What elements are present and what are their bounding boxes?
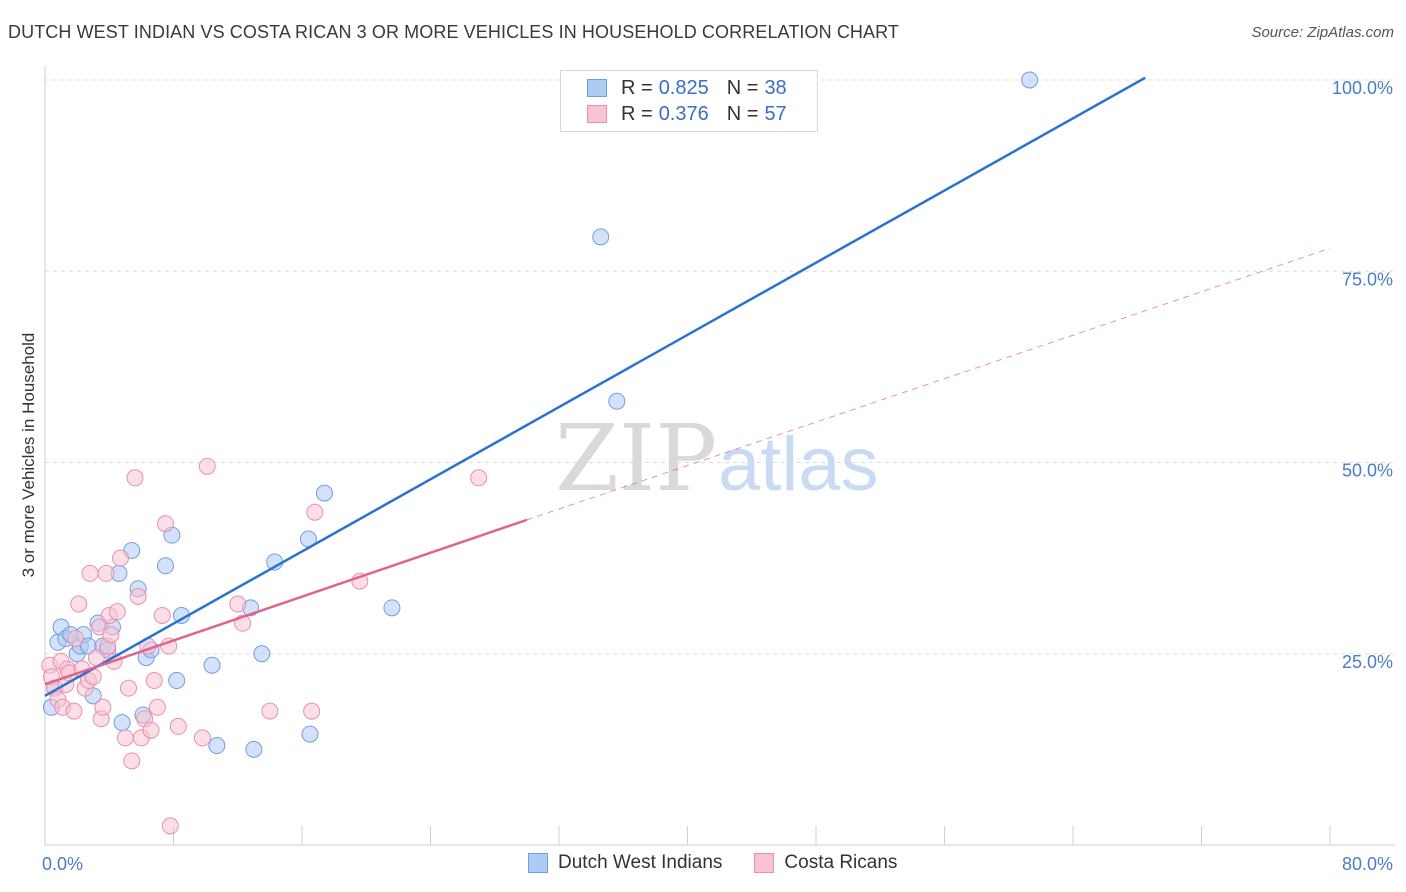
legend-swatch-pink <box>587 105 607 123</box>
legend-n-value: 57 <box>764 102 787 125</box>
y-tick-label: 25.0% <box>1342 652 1393 672</box>
costa-rican-point <box>111 549 129 567</box>
dutch-west-indian-point <box>208 737 226 755</box>
dutch-west-indian-point <box>245 740 263 758</box>
costa-rican-point <box>153 607 171 624</box>
legend-n-value: 38 <box>764 76 787 99</box>
legend-n-label: N = <box>726 102 759 125</box>
source-label: Source: ZipAtlas.com <box>1251 24 1394 41</box>
y-tick-label: 50.0% <box>1342 461 1393 481</box>
legend-r-label: R = <box>621 102 653 125</box>
costa-rican-point <box>65 702 83 720</box>
gridlines <box>45 79 1395 655</box>
costa-rican-point <box>116 729 134 747</box>
legend-r-label: R = <box>621 76 653 99</box>
y-tick-label: 100.0% <box>1332 78 1393 98</box>
dutch-west-indian-point <box>113 714 131 732</box>
dutch-west-indian-point <box>383 599 401 617</box>
series-legend-item-costa-ricans: Costa Ricans <box>754 852 897 874</box>
dutch-west-indian-point <box>253 645 271 663</box>
data-points <box>41 71 1039 835</box>
stats-legend: R = 0.825 N = 38 R = 0.376 N = 57 <box>560 70 818 132</box>
series-swatch-pink <box>754 853 775 873</box>
axes <box>44 66 1395 846</box>
costa-rican-point <box>120 679 138 697</box>
costa-rican-point <box>94 698 112 716</box>
dutch-west-indian-trend-line <box>44 76 1146 697</box>
watermark: ZIP atlas <box>555 405 879 512</box>
costa-rican-point <box>156 515 174 533</box>
legend-n-label: N = <box>726 76 759 99</box>
legend-row-dutch-west-indians: R = 0.825 N = 38 <box>587 76 787 100</box>
costa-rican-point <box>169 717 187 735</box>
series-legend-label: Costa Ricans <box>784 852 898 873</box>
costa-rican-point <box>145 672 163 690</box>
dutch-west-indian-point <box>592 228 610 246</box>
chart-title: DUTCH WEST INDIAN VS COSTA RICAN 3 OR MO… <box>8 22 899 42</box>
costa-rican-point <box>229 595 247 613</box>
dutch-west-indian-point <box>1021 71 1039 89</box>
dutch-west-indian-point <box>608 392 626 410</box>
costa-rican-point <box>198 457 216 475</box>
costa-rican-point <box>470 469 488 487</box>
dutch-west-indian-point <box>315 484 333 502</box>
costa-rican-point <box>148 698 166 716</box>
costa-rican-point <box>129 587 147 605</box>
costa-rican-point <box>70 595 88 613</box>
costa-rican-point <box>123 752 141 770</box>
costa-rican-point <box>126 469 144 487</box>
watermark-atlas: atlas <box>718 422 879 507</box>
costa-rican-point <box>81 564 99 582</box>
watermark-zip: ZIP <box>555 405 717 512</box>
costa-rican-trend-line <box>44 518 528 686</box>
trend-lines <box>44 76 1331 697</box>
x-tick-label: 80.0% <box>1342 854 1393 874</box>
costa-rican-point <box>193 729 211 747</box>
tick-labels: 25.0% 50.0% 75.0% 100.0% 0.0% 80.0% <box>42 78 1393 874</box>
costa-rican-trend-extension <box>526 247 1331 521</box>
costa-rican-point <box>142 721 160 739</box>
dutch-west-indian-point <box>203 656 221 674</box>
costa-rican-point <box>306 503 324 521</box>
series-swatch-blue <box>528 853 548 873</box>
costa-rican-point <box>108 603 126 621</box>
costa-rican-point <box>261 702 279 720</box>
costa-rican-point <box>161 817 179 835</box>
y-tick-label: 75.0% <box>1342 269 1393 289</box>
costa-rican-point <box>67 629 85 647</box>
legend-r-value: 0.825 <box>658 76 709 99</box>
x-tick-label: 0.0% <box>42 854 83 874</box>
y-axis-title: 3 or more Vehicles in Household <box>19 333 38 578</box>
dutch-west-indian-point <box>301 725 319 743</box>
legend-row-costa-ricans: R = 0.376 N = 57 <box>587 102 787 126</box>
series-legend-item-dutch-west-indians: Dutch West Indians <box>528 852 722 874</box>
costa-rican-point <box>303 702 321 720</box>
costa-rican-point <box>97 564 115 582</box>
costa-rican-point <box>102 626 120 644</box>
series-legend-label: Dutch West Indians <box>558 852 723 873</box>
series-legend: Dutch West Indians Costa Ricans <box>528 852 929 874</box>
legend-r-value: 0.376 <box>658 102 709 125</box>
dutch-west-indian-point <box>168 672 186 690</box>
dutch-west-indian-point <box>156 557 174 575</box>
legend-swatch-blue <box>587 79 607 97</box>
